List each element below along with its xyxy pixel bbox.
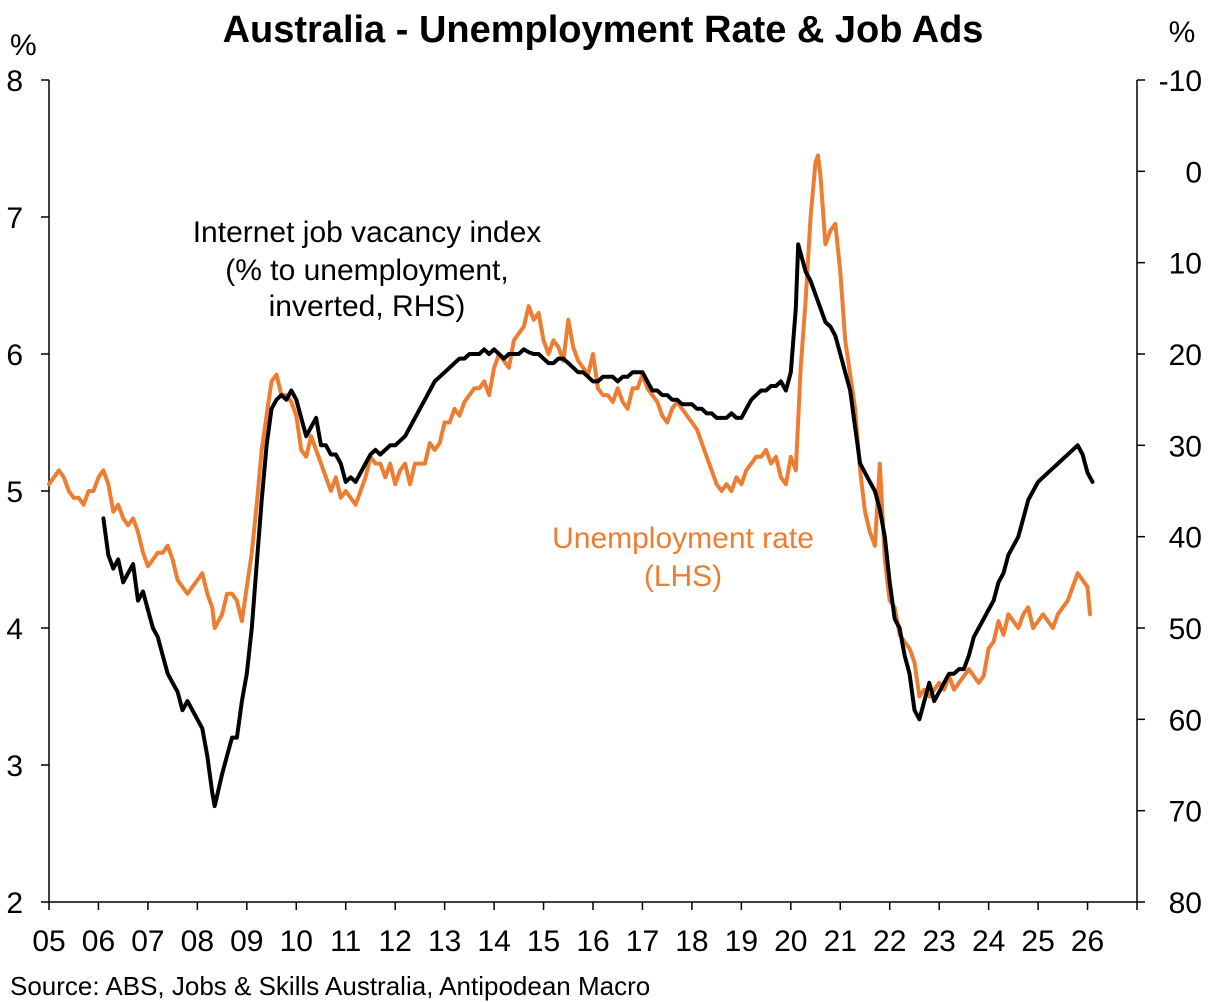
x-tick-label: 08 [181,925,214,958]
source-note: Source: ABS, Jobs & Skills Australia, An… [10,971,650,1001]
left-tick-label: 4 [6,613,23,646]
x-tick-label: 24 [972,925,1005,958]
annotation-unemployment-line-2: (LHS) [644,560,722,593]
right-tick-label: -10 [1159,65,1202,98]
annotation-vacancy-line-1: Internet job vacancy index [193,216,542,249]
x-tick-label: 15 [527,925,560,958]
x-tick-label: 12 [378,925,411,958]
right-tick-label: 80 [1169,887,1202,920]
annotation-vacancy-line-2: (% to unemployment, [225,254,508,287]
x-tick-label: 23 [922,925,955,958]
x-tick-label: 21 [824,925,857,958]
annotation-vacancy-line-3: inverted, RHS) [269,290,466,323]
left-tick-label: 7 [6,202,23,235]
right-axis-unit: % [1169,16,1196,49]
x-tick-label: 25 [1021,925,1054,958]
left-tick-label: 5 [6,476,23,509]
right-tick-label: 50 [1169,613,1202,646]
x-tick-label: 14 [477,925,510,958]
right-tick-label: 30 [1169,430,1202,463]
x-tick-label: 19 [725,925,758,958]
x-tick-label: 07 [131,925,164,958]
right-tick-label: 20 [1169,339,1202,372]
x-tick-label: 09 [230,925,263,958]
right-tick-label: 10 [1169,248,1202,281]
right-tick-label: 40 [1169,522,1202,555]
x-tick-label: 11 [330,925,361,958]
x-tick-label: 16 [576,925,609,958]
x-tick-label: 10 [280,925,313,958]
x-tick-label: 17 [626,925,659,958]
series-line-unemployment-rate [47,153,1092,699]
right-tick-label: 70 [1169,796,1202,829]
chart-title: Australia - Unemployment Rate & Job Ads [223,9,984,51]
right-tick-label: 0 [1185,156,1202,189]
x-tick-label: 18 [675,925,708,958]
left-tick-label: 2 [6,887,23,920]
annotation-unemployment-line-1: Unemployment rate [552,522,814,555]
series-line-job-vacancy-index [101,242,1095,809]
x-tick-label: 13 [428,925,461,958]
left-tick-label: 8 [6,65,23,98]
left-axis-unit: % [10,29,37,62]
x-tick-label: 05 [32,925,65,958]
left-tick-label: 6 [6,339,23,372]
x-tick-label: 06 [82,925,115,958]
series-lines [47,153,1095,809]
x-tick-label: 26 [1071,925,1104,958]
x-tick-label: 20 [774,925,807,958]
right-tick-label: 60 [1169,704,1202,737]
left-tick-label: 3 [6,750,23,783]
x-tick-label: 22 [873,925,906,958]
